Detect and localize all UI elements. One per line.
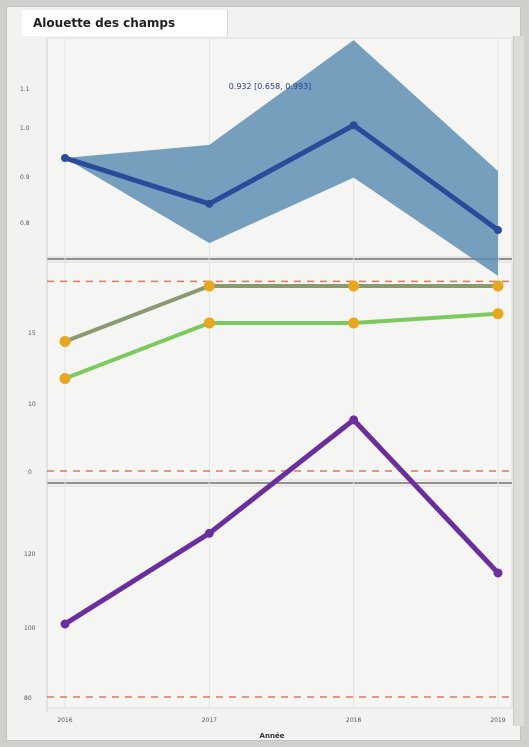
panel-background [46,485,513,709]
series-point [492,308,504,320]
series-line [64,311,499,381]
series-point [203,280,215,292]
title-tab [22,10,228,36]
series-point [349,415,359,425]
series-point [348,317,360,329]
panel-background [46,261,513,481]
trend-point [494,226,502,235]
series-line [62,417,501,627]
y-tick-label: 1.0 [20,125,30,132]
x-tick-label: 2019 [490,717,505,724]
x-tick-label: 2018 [346,717,361,724]
y-tick-label: 0.8 [20,220,30,227]
y-tick-label: 0 [28,469,32,476]
series-point [348,280,360,292]
confidence-band [65,40,498,276]
y-tick-label: 100 [24,625,36,632]
x-tick-label: 2016 [57,717,72,724]
y-tick-label: 120 [24,551,36,558]
y-tick-label: 0.9 [20,174,30,181]
series-point [59,373,71,384]
y-tick-label: 1.1 [20,86,30,93]
trend-line [62,122,501,233]
y-tick-label: 80 [24,695,32,702]
y-tick-label: 15 [28,330,36,337]
x-axis-label: Année [260,732,285,740]
trend-point [349,121,358,130]
ratio-annotation: 0.932 [0.658, 0.993] [229,82,312,91]
series-point [492,280,504,292]
trend-point [61,154,69,162]
series-line [64,284,498,344]
trend-point [205,199,214,208]
y-tick-label: 10 [28,401,36,408]
chart-title: Alouette des champs [33,16,176,30]
side-scrollbar[interactable] [513,36,524,726]
series-point [204,528,214,538]
series-point [59,336,71,347]
series-point [203,317,215,329]
series-point [493,568,503,578]
series-point [60,619,70,629]
x-tick-label: 2017 [202,717,217,724]
